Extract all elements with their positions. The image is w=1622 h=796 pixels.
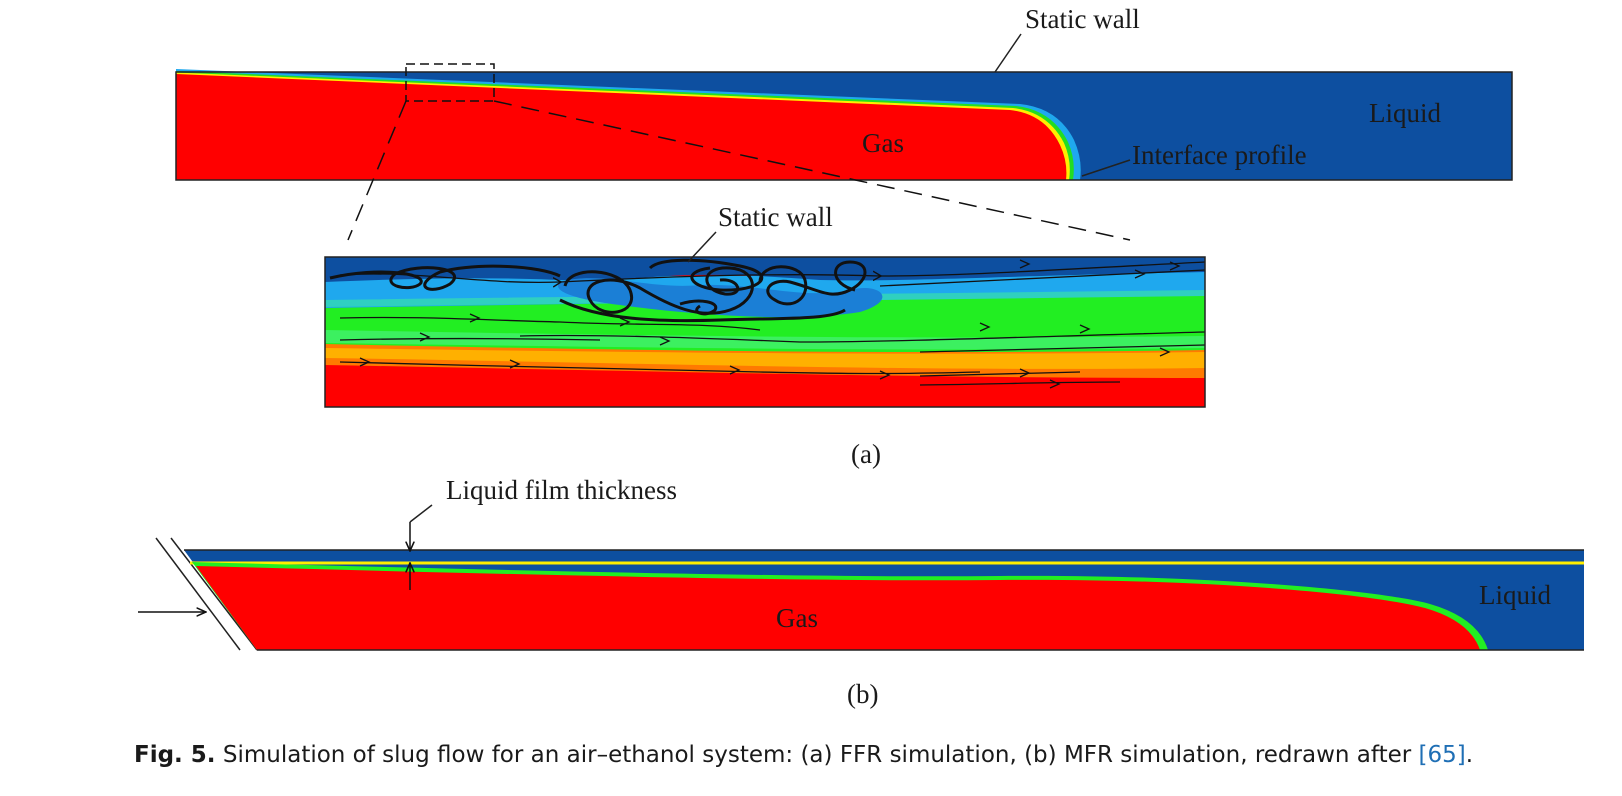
caption-text: Simulation of slug flow for an air–ethan… (215, 742, 1419, 768)
interface-leader-a (1081, 159, 1131, 177)
liquid-label-a: Liquid (1369, 98, 1441, 128)
panel-a-label: (a) (851, 439, 881, 469)
inlet-wall-inner (170, 537, 258, 651)
static-wall-leader-a (994, 33, 1022, 73)
zoom-region-box (405, 63, 495, 102)
gas-region-a (176, 74, 1067, 180)
figure-number: Fig. 5. (134, 742, 216, 768)
inset-lightorange-layer (325, 348, 1205, 369)
gas-label-b: Gas (776, 603, 818, 633)
inset-lightgreen-layer (325, 330, 1205, 350)
channel-b-border (184, 549, 1584, 651)
zoom-line-right (493, 100, 1131, 241)
streamlines (339, 261, 1205, 386)
streamline-arrows (359, 259, 1181, 389)
gas-region-b (196, 566, 1480, 650)
panel-a: Static wall Liquid Gas Interface profile (175, 4, 1513, 469)
panel-b: Liquid film thickness Gas Liquid (b) (138, 475, 1584, 709)
zoom-inset-border (324, 256, 1206, 408)
zoom-inset (325, 257, 1205, 407)
static-wall-label-a: Static wall (1025, 4, 1140, 34)
film-leader (409, 504, 433, 523)
panel-b-label: (b) (847, 679, 878, 709)
caption-end: . (1465, 742, 1474, 768)
inlet-wall-outer (155, 537, 241, 651)
liquid-label-b: Liquid (1479, 580, 1551, 610)
inset-dark-blue-layer (325, 257, 1205, 282)
interface-profile-label: Interface profile (1132, 140, 1307, 170)
film-thickness-label: Liquid film thickness (446, 475, 677, 505)
vortex-loops (329, 258, 867, 323)
static-wall-leader-inset (687, 231, 717, 263)
reference-link[interactable]: [65] (1418, 742, 1466, 768)
channel-a (176, 69, 1512, 180)
figure-caption: Fig. 5. Simulation of slug flow for an a… (134, 742, 1604, 768)
channel-a-border (175, 71, 1513, 181)
gas-label-a: Gas (862, 128, 904, 158)
static-wall-label-inset: Static wall (718, 202, 833, 232)
zoom-line-left (347, 100, 407, 241)
